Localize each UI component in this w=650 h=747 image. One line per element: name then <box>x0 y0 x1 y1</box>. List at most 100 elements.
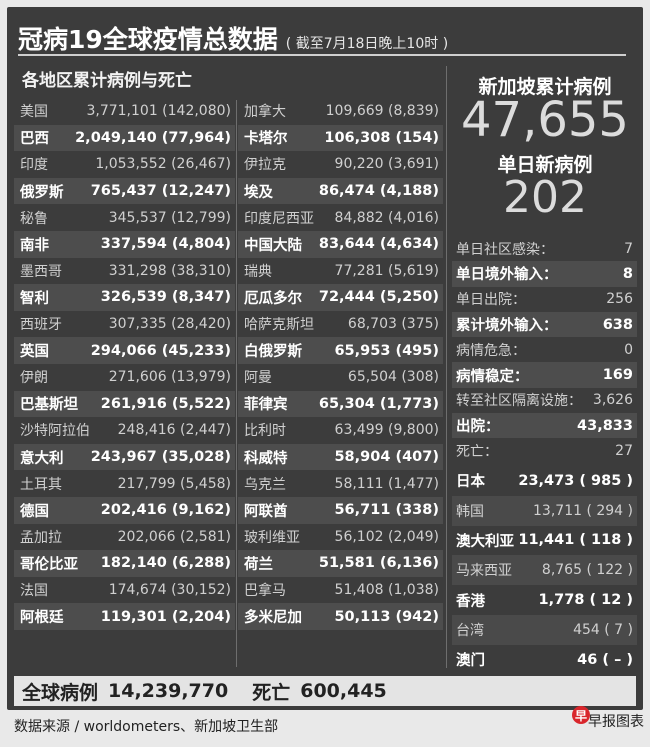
brand-credit: 早 早报图表 <box>572 706 644 731</box>
country-row-name: 中国大陆 <box>244 237 302 254</box>
country-row: 德国 202,416 (9,162) <box>14 496 235 524</box>
country-row: 多米尼加 50,113 (942) <box>238 603 443 630</box>
asia-row: 澳门 46 ( – ) <box>452 645 637 675</box>
stat-row-name: 病情危急： <box>456 342 526 359</box>
country-row-name: 美国 <box>20 104 48 121</box>
country-row-value: 83,644 (4,634) <box>318 236 439 253</box>
data-source-note: 数据来源 / worldometers、新加坡卫生部 <box>14 719 279 735</box>
country-row-name: 埃及 <box>244 184 273 201</box>
stat-row-name: 死亡： <box>456 444 498 461</box>
asia-row-value: 454 ( 7 ) <box>573 621 633 638</box>
country-row: 乌克兰 58,111 (1,477) <box>238 470 443 497</box>
country-row: 法国 174,674 (30,152) <box>14 577 235 604</box>
stat-row-name: 单日社区感染： <box>456 241 554 258</box>
country-row-value: 1,053,552 (26,467) <box>95 156 231 173</box>
asia-row-name: 韩国 <box>456 503 484 520</box>
stat-row-name: 病情稳定： <box>456 368 529 385</box>
country-row-value: 331,298 (38,310) <box>108 262 231 279</box>
country-row-value: 202,416 (9,162) <box>100 502 231 519</box>
title-text: 冠病19全球疫情总数据 <box>18 25 278 54</box>
country-row: 荷兰 51,581 (6,136) <box>238 550 443 577</box>
country-row: 加拿大 109,669 (8,839) <box>238 98 443 125</box>
country-row-value: 271,606 (13,979) <box>108 369 231 386</box>
country-row-name: 土耳其 <box>20 476 62 493</box>
country-row: 巴西 2,049,140 (77,964) <box>14 124 235 152</box>
country-row: 科威特 58,904 (407) <box>238 443 443 471</box>
stat-row-name: 累计境外输入： <box>456 318 558 335</box>
country-row: 哥伦比亚 182,140 (6,288) <box>14 550 235 577</box>
page-title: 冠病19全球疫情总数据 ( 截至7月18日晚上10时 ) <box>18 20 448 56</box>
country-row-value: 326,539 (8,347) <box>100 289 231 306</box>
country-row-name: 玻利维亚 <box>244 529 300 546</box>
singapore-new-value: 202 <box>503 172 587 223</box>
country-row: 印度尼西亚 84,882 (4,016) <box>238 204 443 231</box>
country-row-value: 345,537 (12,799) <box>108 209 231 226</box>
stat-row: 累计境外输入： 638 <box>452 311 637 338</box>
global-cases-value: 14,239,770 <box>108 680 229 702</box>
country-row-value: 72,444 (5,250) <box>318 289 439 306</box>
country-row: 阿联酋 56,711 (338) <box>238 496 443 524</box>
asia-row-name: 澳门 <box>456 653 485 670</box>
country-row-value: 50,113 (942) <box>334 608 439 625</box>
stat-row-value: 8 <box>622 265 633 282</box>
country-row: 白俄罗斯 65,953 (495) <box>238 337 443 364</box>
singapore-total-label: 新加坡累计病例 <box>478 76 612 98</box>
country-row-value: 58,904 (407) <box>334 449 439 466</box>
country-row-name: 南非 <box>20 237 49 254</box>
stat-row: 病情稳定： 169 <box>452 362 637 388</box>
country-row: 巴基斯坦 261,916 (5,522) <box>14 390 235 418</box>
country-row: 哈萨克斯坦 68,703 (375) <box>238 311 443 338</box>
asia-row-name: 马来西亚 <box>456 563 512 580</box>
country-row-name: 伊朗 <box>20 370 48 387</box>
country-row-value: 65,953 (495) <box>334 342 439 359</box>
country-row-value: 119,301 (2,204) <box>100 608 231 625</box>
asia-table: 日本 23,473 ( 985 ) 韩国 13,711 ( 294 ) 澳大利亚 11,4… <box>452 466 637 675</box>
country-row-name: 印度尼西亚 <box>244 210 314 227</box>
asia-row: 马来西亚 8,765 ( 122 ) <box>452 555 637 586</box>
stat-row: 死亡： 27 <box>452 438 637 463</box>
asia-row-value: 1,778 ( 12 ) <box>538 592 633 609</box>
country-row-name: 哈萨克斯坦 <box>244 317 314 334</box>
title-divider <box>18 54 626 56</box>
country-row-value: 51,581 (6,136) <box>318 555 439 572</box>
country-row: 埃及 86,474 (4,188) <box>238 177 443 205</box>
country-row-value: 56,711 (338) <box>334 502 439 519</box>
stat-row-value: 638 <box>602 316 633 333</box>
asia-row-value: 11,441 ( 118 ) <box>518 532 633 549</box>
country-row-name: 哥伦比亚 <box>20 556 78 573</box>
country-row: 美国 3,771,101 (142,080) <box>14 98 235 125</box>
country-row-value: 65,304 (1,773) <box>318 395 439 412</box>
country-row-name: 阿根廷 <box>20 610 64 627</box>
column-divider <box>236 100 237 667</box>
country-row-value: 68,703 (375) <box>347 316 439 333</box>
country-row-name: 荷兰 <box>244 556 273 573</box>
country-row: 阿根廷 119,301 (2,204) <box>14 603 235 630</box>
country-row: 厄瓜多尔 72,444 (5,250) <box>238 284 443 311</box>
country-row: 沙特阿拉伯 248,416 (2,447) <box>14 417 235 444</box>
asia-row-name: 日本 <box>456 474 485 491</box>
country-row-name: 阿联酋 <box>244 503 288 520</box>
country-row-value: 63,499 (9,800) <box>334 422 439 439</box>
country-row: 玻利维亚 56,102 (2,049) <box>238 524 443 551</box>
stat-row-value: 27 <box>615 443 633 460</box>
country-row-value: 182,140 (6,288) <box>100 555 231 572</box>
country-row-name: 秘鲁 <box>20 210 48 227</box>
country-row: 智利 326,539 (8,347) <box>14 284 235 311</box>
country-row: 比利时 63,499 (9,800) <box>238 417 443 444</box>
country-row-name: 巴拿马 <box>244 582 286 599</box>
asia-row: 台湾 454 ( 7 ) <box>452 614 637 645</box>
country-row-name: 墨西哥 <box>20 263 62 280</box>
country-row: 意大利 243,967 (35,028) <box>14 443 235 471</box>
country-row-name: 瑞典 <box>244 263 272 280</box>
country-row: 西班牙 307,335 (28,420) <box>14 311 235 338</box>
country-row-value: 294,066 (45,233) <box>90 342 231 359</box>
stat-row-name: 出院： <box>456 419 500 436</box>
country-row-name: 厄瓜多尔 <box>244 290 302 307</box>
stat-row-value: 169 <box>602 367 633 384</box>
stat-row-value: 43,833 <box>577 417 633 434</box>
stat-row-name: 转至社区隔离设施： <box>456 393 582 410</box>
asia-row: 澳大利亚 11,441 ( 118 ) <box>452 526 637 556</box>
country-row-value: 77,281 (5,619) <box>334 262 439 279</box>
brand-text: 早报图表 <box>588 714 644 730</box>
country-row: 阿曼 65,504 (308) <box>238 364 443 391</box>
